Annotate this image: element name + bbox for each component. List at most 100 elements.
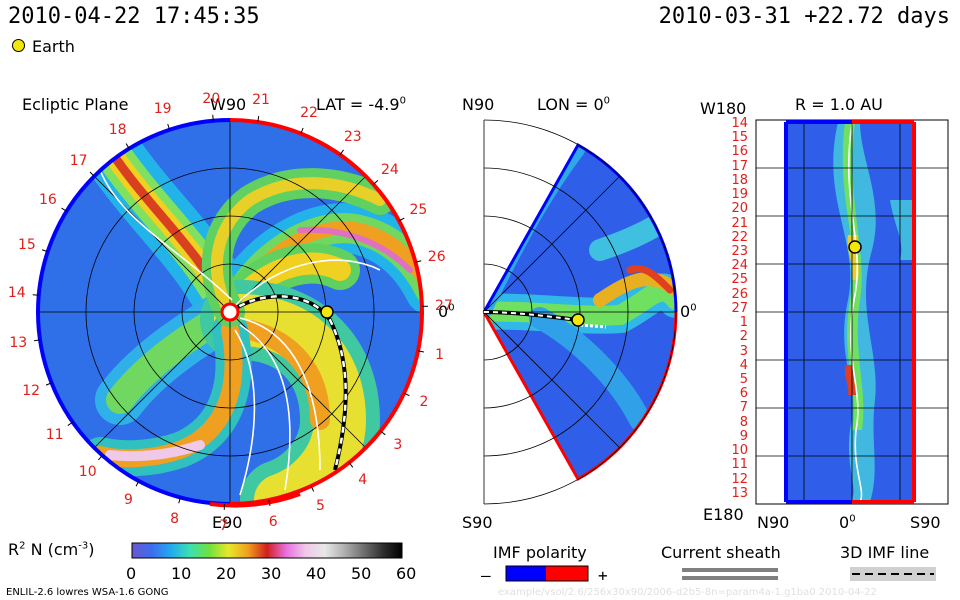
colorbar-tick-label: 20 [216, 564, 237, 583]
model-footer: ENLIL-2.6 lowres WSA-1.6 GONG [6, 587, 169, 598]
imf-minus-label: – [481, 566, 491, 585]
ecliptic-tick [339, 149, 344, 156]
radial-bottom-left-label: E180 [703, 505, 744, 524]
ecliptic-tick [97, 455, 103, 461]
radial-day-number: 18 [731, 172, 748, 188]
radial-day-number: 7 [739, 400, 748, 416]
radial-day-number: 21 [731, 215, 748, 231]
ecliptic-tick [89, 171, 95, 177]
ecliptic-right-label: 00 [438, 302, 455, 321]
ecliptic-day-label: 10 [78, 463, 97, 480]
lon-label: LON = 00 [537, 95, 611, 114]
ecliptic-tick [417, 350, 425, 353]
radial-day-number: 12 [731, 471, 748, 487]
radial-plot [755, 119, 949, 505]
ecliptic-tick [61, 207, 67, 212]
radial-x-left-label: N90 [757, 513, 790, 532]
radial-day-number: 11 [731, 457, 748, 473]
ecliptic-tick [310, 485, 315, 492]
radial-day-number: 23 [731, 244, 748, 259]
density-colorbar [132, 543, 402, 558]
ecliptic-day-label: 18 [108, 121, 127, 138]
ecliptic-day-label: 5 [315, 497, 325, 514]
datetime-label: 2010-04-22 17:45:35 [8, 4, 260, 29]
ecliptic-day-label: 21 [252, 92, 270, 109]
radial-day-number: 20 [731, 201, 748, 217]
radial-x-mid-label: 00 [839, 513, 856, 532]
ecliptic-tick [45, 382, 52, 386]
radial-day-number: 9 [739, 428, 748, 444]
ecliptic-tick [415, 260, 422, 263]
colorbar-tick-label: 50 [351, 564, 372, 583]
ecliptic-tick [257, 116, 260, 123]
imf3d-title: 3D IMF line [840, 543, 930, 562]
meridional-plot [482, 119, 678, 505]
ecliptic-tick [167, 123, 171, 130]
ecliptic-day-label: 25 [409, 202, 428, 219]
ecliptic-title: Ecliptic Plane [22, 95, 129, 114]
ecliptic-tick [212, 114, 214, 121]
colorbar-label: R2 N (cm-3) [8, 540, 95, 559]
radial-day-number: 25 [731, 272, 748, 288]
radial-day-number: 1 [739, 315, 748, 331]
radial-day-number: 5 [739, 372, 748, 387]
ecliptic-day-label: 20 [202, 90, 221, 107]
ecliptic-day-label: 8 [170, 510, 180, 527]
ecliptic-day-label: 13 [9, 335, 28, 351]
radial-day-number: 6 [739, 386, 748, 402]
watermark-footer: example/vsol/2.6/256x30x90/2006-d2b5-8n=… [498, 587, 877, 598]
radial-day-number: 3 [739, 343, 748, 359]
ecliptic-day-label: 22 [300, 105, 318, 122]
ecliptic-tick [125, 143, 130, 149]
ecliptic-day-label: 14 [7, 285, 26, 302]
meridional-right-label: 00 [680, 302, 697, 321]
ecliptic-day-label: 26 [427, 248, 446, 265]
radial-day-number: 17 [731, 158, 748, 174]
ecliptic-day-label: 24 [380, 161, 399, 178]
colorbar-tick-label: 0 [126, 564, 137, 583]
ecliptic-day-label: 4 [358, 471, 368, 488]
radial-x-right-label: S90 [910, 513, 941, 532]
ecliptic-day-label: 19 [153, 100, 172, 117]
colorbar-tick-label: 40 [306, 564, 327, 583]
ecliptic-tick [41, 249, 48, 253]
ecliptic-tick [178, 497, 181, 504]
imf-polarity-title: IMF polarity [493, 543, 587, 562]
lat-label: LAT = -4.90 [316, 95, 406, 114]
colorbar-tick-label: 60 [396, 564, 417, 583]
ecliptic-top-label: W90 [210, 95, 247, 114]
radial-day-number: 14 [731, 116, 748, 131]
ecliptic-day-label: 17 [69, 152, 88, 169]
ecliptic-plane-plot [32, 114, 428, 510]
ecliptic-tick [268, 499, 271, 507]
radial-day-number: 10 [731, 443, 748, 459]
radial-day-number: 13 [731, 485, 748, 501]
sun-marker [220, 302, 240, 322]
ecliptic-day-label: 9 [123, 492, 133, 509]
radial-day-number: 16 [731, 144, 748, 160]
meridional-top-label: N90 [462, 95, 495, 114]
ecliptic-tick [373, 179, 379, 185]
ecliptic-day-label: 6 [268, 513, 278, 530]
current-sheath-swatch [682, 568, 778, 572]
ecliptic-tick [67, 421, 74, 426]
imf-positive-swatch [546, 566, 588, 581]
ecliptic-tick [135, 480, 140, 487]
ecliptic-day-label: 2 [419, 394, 429, 411]
radial-top-left-label: W180 [700, 99, 747, 118]
colorbar-gradient [132, 543, 402, 558]
radial-day-number: 22 [731, 229, 748, 245]
radial-day-number: 2 [739, 329, 748, 345]
radial-day-number: 8 [739, 414, 748, 430]
ecliptic-day-label: 7 [219, 517, 229, 534]
ecliptic-day-label: 3 [393, 436, 403, 453]
ecliptic-bottom-label: E90 [212, 513, 243, 532]
ecliptic-day-label: 27 [434, 297, 453, 314]
colorbar-tick-label: 30 [261, 564, 282, 583]
imf-plus-label: + [598, 566, 608, 585]
radial-title: R = 1.0 AU [795, 95, 883, 114]
radial-day-number: 27 [731, 300, 748, 316]
ecliptic-day-label: 11 [45, 426, 64, 443]
current-sheath-title: Current sheath [661, 543, 781, 562]
